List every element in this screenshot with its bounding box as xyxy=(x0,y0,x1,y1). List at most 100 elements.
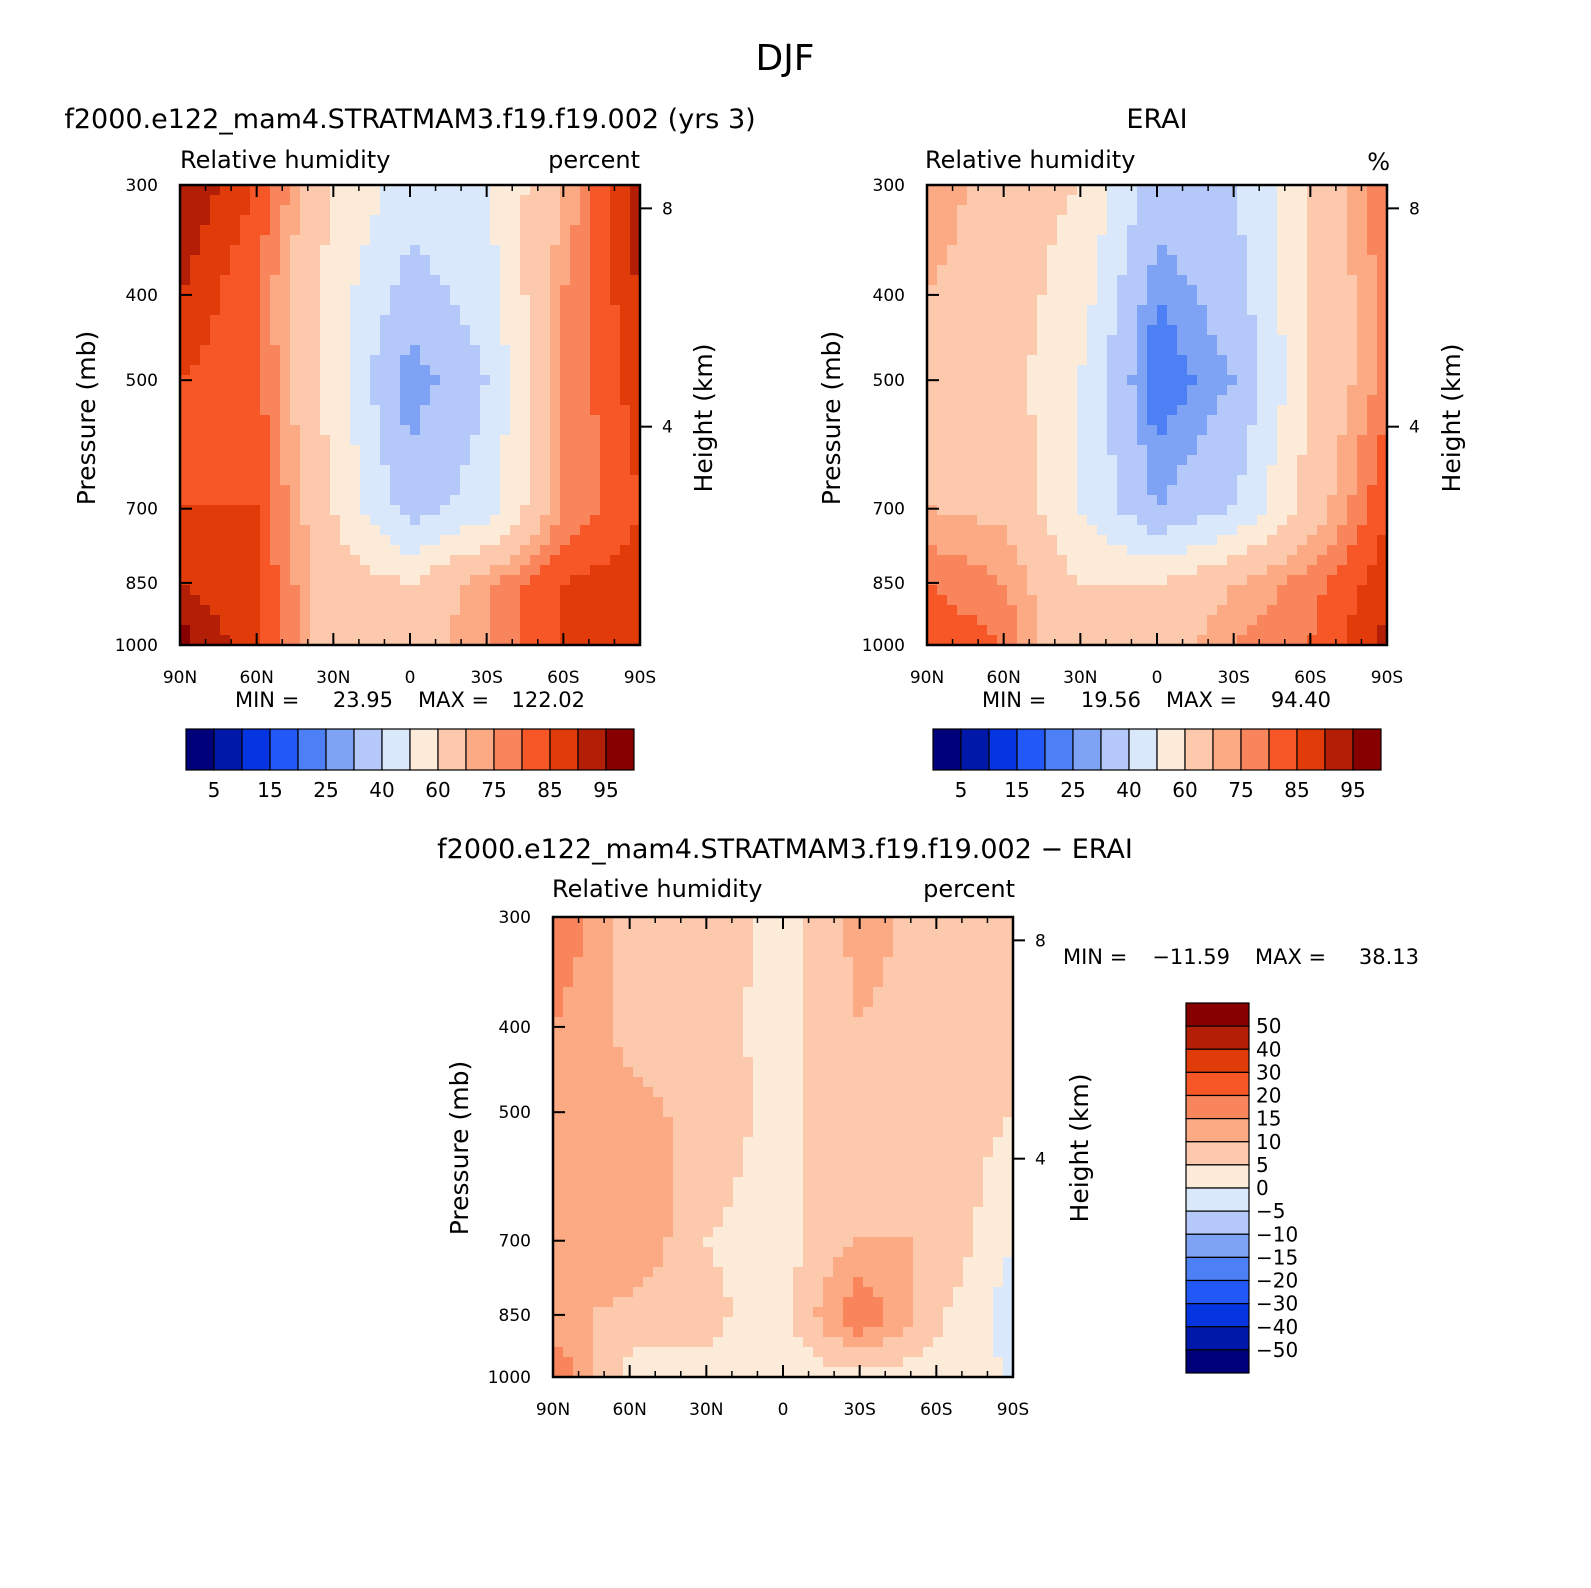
field-cell xyxy=(1277,225,1288,236)
field-cell xyxy=(540,195,551,206)
field-cell xyxy=(340,485,351,496)
field-cell xyxy=(540,575,551,586)
field-cell xyxy=(967,365,978,376)
field-cell xyxy=(973,977,984,988)
field-cell xyxy=(500,605,511,616)
field-cell xyxy=(1187,265,1198,276)
field-cell xyxy=(1003,1007,1014,1018)
field-cell xyxy=(390,225,401,236)
field-cell xyxy=(997,545,1008,556)
field-cell xyxy=(540,485,551,496)
field-cell xyxy=(1367,385,1378,396)
field-cell xyxy=(1127,635,1138,646)
field-cell xyxy=(1177,335,1188,346)
field-cell xyxy=(937,615,948,626)
field-cell xyxy=(1217,465,1228,476)
field-cell xyxy=(350,195,361,206)
field-cell xyxy=(1267,635,1278,646)
field-cell xyxy=(967,395,978,406)
field-cell xyxy=(460,285,471,296)
field-cell xyxy=(440,345,451,356)
field-cell xyxy=(370,255,381,266)
field-cell xyxy=(460,385,471,396)
field-cell xyxy=(1087,555,1098,566)
field-cell xyxy=(460,565,471,576)
field-cell xyxy=(440,375,451,386)
field-cell xyxy=(1037,215,1048,226)
field-cell xyxy=(1057,195,1068,206)
field-cell xyxy=(1327,395,1338,406)
field-cell xyxy=(1087,205,1098,216)
field-cell xyxy=(893,1007,904,1018)
field-cell xyxy=(943,927,954,938)
field-cell xyxy=(1067,535,1078,546)
field-cell xyxy=(1147,205,1158,216)
field-cell xyxy=(180,275,191,286)
field-cell xyxy=(1107,315,1118,326)
field-cell xyxy=(1017,625,1028,636)
field-cell xyxy=(1017,605,1028,616)
field-cell xyxy=(300,465,311,476)
field-cell xyxy=(1357,245,1368,256)
field-cell xyxy=(643,1017,654,1028)
field-cell xyxy=(610,495,621,506)
field-cell xyxy=(530,375,541,386)
field-cell xyxy=(300,335,311,346)
field-cell xyxy=(230,275,241,286)
field-cell xyxy=(310,415,321,426)
field-cell xyxy=(1087,595,1098,606)
field-cell xyxy=(967,355,978,366)
colorbar-swatch xyxy=(353,728,383,771)
field-cell xyxy=(350,345,361,356)
field-cell xyxy=(440,235,451,246)
field-cell xyxy=(390,565,401,576)
field-cell xyxy=(997,525,1008,536)
field-cell xyxy=(1077,485,1088,496)
field-cell xyxy=(430,305,441,316)
field-cell xyxy=(733,927,744,938)
field-cell xyxy=(957,415,968,426)
field-cell xyxy=(1107,425,1118,436)
field-cell xyxy=(1007,425,1018,436)
field-cell xyxy=(733,1007,744,1018)
field-cell xyxy=(1097,635,1108,646)
field-cell xyxy=(250,595,261,606)
field-cell xyxy=(1037,635,1048,646)
field-cell xyxy=(560,515,571,526)
field-cell xyxy=(490,455,501,466)
field-cell xyxy=(1317,535,1328,546)
field-cell xyxy=(520,365,531,376)
field-cell xyxy=(1157,565,1168,576)
field-cell xyxy=(250,445,261,456)
field-cell xyxy=(953,957,964,968)
field-cell xyxy=(1057,435,1068,446)
field-cell xyxy=(560,435,571,446)
field-cell xyxy=(1147,575,1158,586)
field-cell xyxy=(240,405,251,416)
field-cell xyxy=(1267,475,1278,486)
field-cell xyxy=(230,635,241,646)
field-cell xyxy=(563,967,574,978)
field-cell xyxy=(630,555,641,566)
field-cell xyxy=(400,395,411,406)
field-cell xyxy=(1067,335,1078,346)
field-cell xyxy=(1277,255,1288,266)
field-cell xyxy=(1197,255,1208,266)
field-cell xyxy=(410,495,421,506)
field-cell xyxy=(1337,635,1348,646)
field-cell xyxy=(400,355,411,366)
field-cell xyxy=(937,635,948,646)
field-cell xyxy=(957,315,968,326)
field-cell xyxy=(630,475,641,486)
field-cell xyxy=(1197,205,1208,216)
field-cell xyxy=(1137,285,1148,296)
field-cell xyxy=(600,335,611,346)
field-cell xyxy=(663,917,674,928)
field-cell xyxy=(1247,355,1258,366)
field-cell xyxy=(927,585,938,596)
field-cell xyxy=(1157,415,1168,426)
field-cell xyxy=(200,415,211,426)
field-cell xyxy=(1147,355,1158,366)
field-cell xyxy=(1257,425,1268,436)
field-cell xyxy=(1167,305,1178,316)
